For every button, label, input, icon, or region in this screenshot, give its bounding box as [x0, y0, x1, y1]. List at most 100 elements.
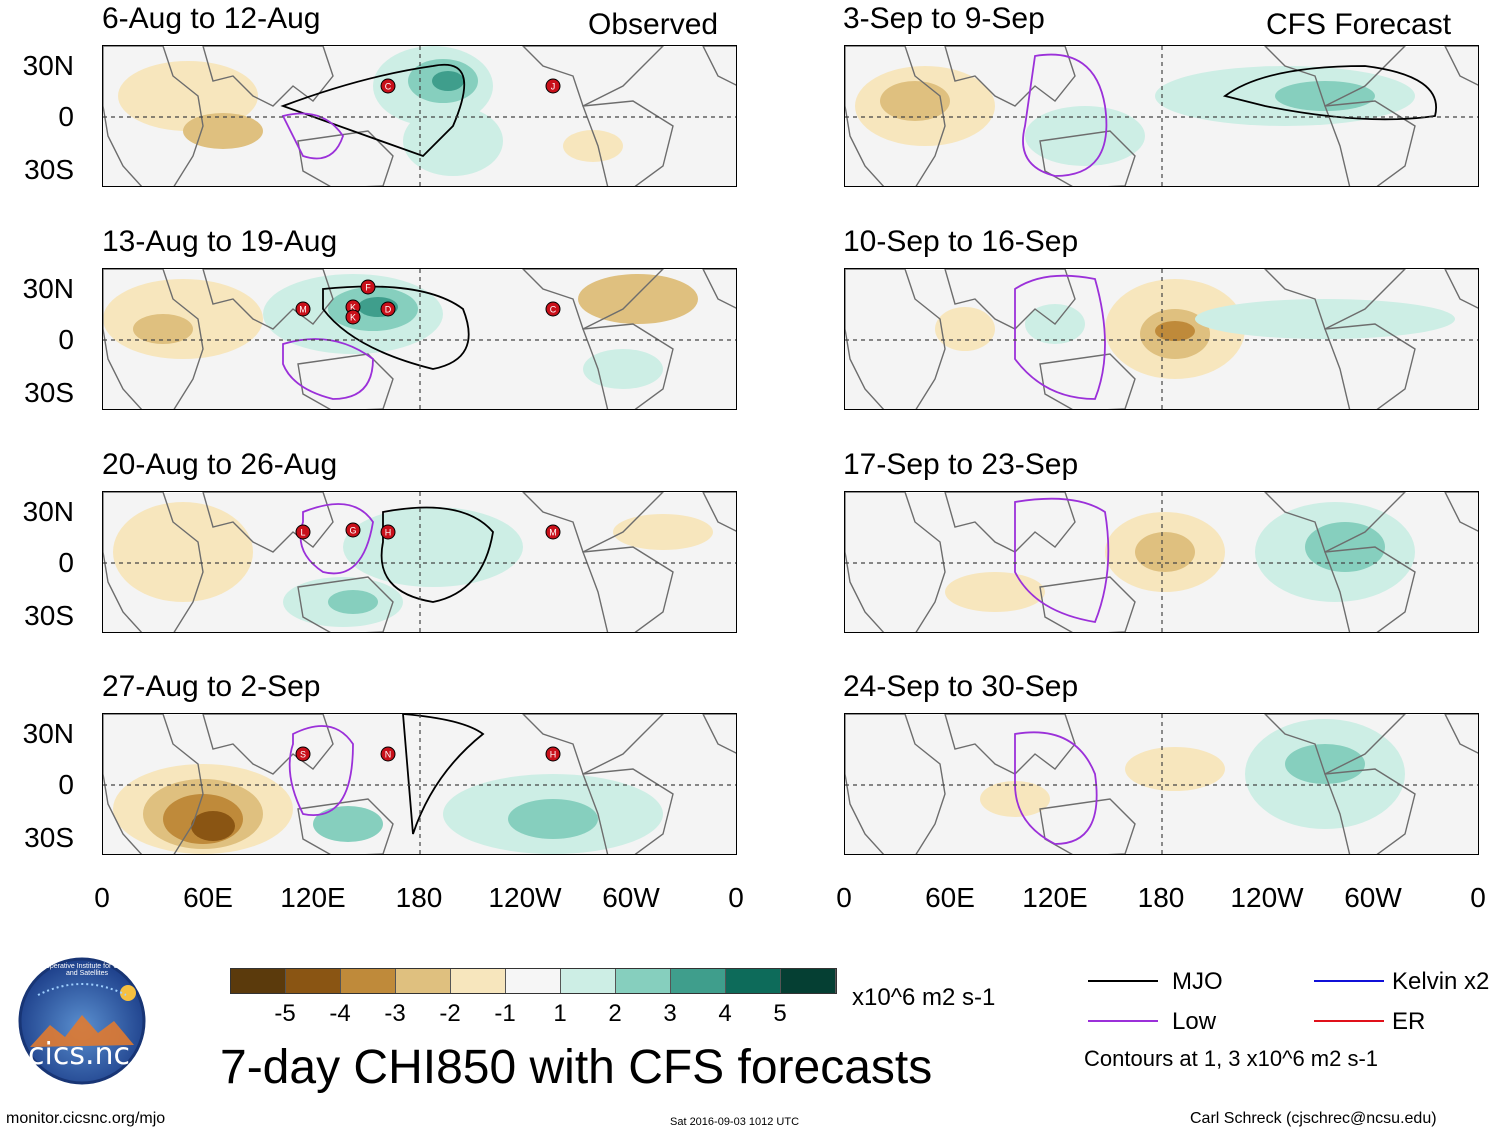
- storm-marker: H: [545, 746, 561, 762]
- anomaly-region: [1125, 747, 1225, 791]
- storm-letter: H: [385, 528, 392, 538]
- legend-label-er: ER: [1392, 1008, 1426, 1035]
- mjo-contour: [322, 285, 470, 370]
- map-svg: [845, 269, 1478, 409]
- x-tick-label: 60W: [602, 882, 660, 913]
- x-tick-label: 120E: [280, 882, 346, 913]
- map-svg: [845, 492, 1478, 632]
- coastline: [202, 492, 334, 553]
- storm-letter: N: [385, 750, 392, 760]
- coastline: [1324, 100, 1416, 186]
- storm-letter: H: [550, 750, 557, 760]
- storm-marker: J: [545, 78, 561, 94]
- colorbar-swatch: [286, 969, 341, 993]
- map-panel: [844, 713, 1479, 855]
- coastline: [702, 714, 736, 754]
- legend: MJO Low Kelvin x2 ER: [1088, 968, 1498, 1058]
- y-tick-label: 30S: [24, 822, 74, 853]
- panel-title: 10-Sep to 16-Sep: [843, 225, 1079, 258]
- mjo-contour: [280, 63, 466, 158]
- y-tick-label: 30N: [22, 50, 74, 81]
- coastline: [1039, 798, 1136, 854]
- coastline: [944, 269, 1076, 330]
- colorbar-swatch: [561, 969, 616, 993]
- panel-title: 17-Sep to 23-Sep: [843, 448, 1079, 481]
- colorbar: [230, 968, 837, 994]
- x-tick-label: 120W: [1230, 882, 1304, 913]
- x-tick-label: 120W: [488, 882, 562, 913]
- legend-swatch-low: [1088, 1020, 1158, 1022]
- colorbar-ticks: -5 -4 -3 -2 -1 1 2 3 4 5: [230, 1000, 835, 1030]
- y-tick-label: 0: [58, 547, 74, 578]
- colorbar-swatch: [396, 969, 451, 993]
- anomaly-region: [613, 514, 713, 550]
- coastline: [1039, 576, 1136, 632]
- anomaly-region: [328, 590, 378, 614]
- x-tick-label: 0: [836, 882, 852, 913]
- anomaly-region: [1025, 106, 1145, 166]
- x-tick-label: 60W: [1344, 882, 1402, 913]
- anomaly-region: [880, 81, 950, 121]
- coastline: [202, 46, 334, 107]
- storm-marker: G: [345, 522, 361, 538]
- coastline: [702, 46, 736, 86]
- footer-author: Carl Schreck (cjschrec@ncsu.edu): [1190, 1110, 1437, 1127]
- coastline: [522, 714, 664, 775]
- anomaly-region: [432, 71, 464, 91]
- storm-letter: L: [300, 528, 305, 538]
- colorbar-tick-label: 2: [608, 1000, 622, 1027]
- y-tick-label: 0: [58, 101, 74, 132]
- coastline: [582, 546, 674, 632]
- coastline: [1444, 269, 1478, 309]
- low-contour: [1014, 731, 1098, 845]
- storm-marker: L: [295, 524, 311, 540]
- colorbar-tick-label: -2: [439, 1000, 461, 1027]
- storm-letter: M: [299, 305, 307, 315]
- storm-letter: J: [551, 82, 556, 92]
- colorbar-swatch: [506, 969, 561, 993]
- x-tick-label: 0: [1470, 882, 1486, 913]
- panel-title: 20-Aug to 26-Aug: [102, 448, 338, 481]
- x-tick-label: 60E: [183, 882, 233, 913]
- anomaly-region: [563, 130, 623, 162]
- coastline: [103, 46, 204, 186]
- anomaly-region: [980, 781, 1050, 817]
- storm-marker: C: [545, 301, 561, 317]
- y-tick-label: 30S: [24, 154, 74, 185]
- low-contour: [281, 112, 344, 160]
- coastline: [1324, 768, 1416, 854]
- panel-title: 13-Aug to 19-Aug: [102, 225, 338, 258]
- storm-letter: K: [350, 303, 356, 313]
- low-contour: [1022, 53, 1108, 177]
- coastline: [702, 492, 736, 532]
- mjo-contour: [1222, 65, 1437, 121]
- x-tick-label: 0: [728, 882, 744, 913]
- x-tick-label: 180: [1137, 882, 1185, 913]
- anomaly-region: [1285, 744, 1365, 784]
- map-svg: [845, 46, 1478, 186]
- low-contour: [299, 503, 374, 575]
- coastline: [202, 269, 334, 330]
- footer-url: monitor.cicsnc.org/mjo: [6, 1110, 166, 1127]
- colorbar-swatch: [616, 969, 671, 993]
- storm-letter: M: [549, 528, 557, 538]
- storm-letter: D: [385, 305, 392, 315]
- y-tick-label: 30N: [22, 273, 74, 304]
- anomaly-region: [183, 113, 263, 149]
- map-panel: [844, 268, 1479, 410]
- storm-letter: F: [365, 283, 371, 293]
- coastline: [944, 714, 1076, 775]
- legend-label-mjo: MJO: [1172, 968, 1223, 995]
- map-svg: N HS: [103, 714, 736, 854]
- colorbar-tick-label: -1: [494, 1000, 516, 1027]
- map-svg: H ML G: [103, 492, 736, 632]
- storm-marker: N: [380, 746, 396, 762]
- colorbar-tick-label: -3: [384, 1000, 406, 1027]
- storm-marker: C: [380, 78, 396, 94]
- coastline: [1324, 546, 1416, 632]
- storm-marker: S: [295, 746, 311, 762]
- mjo-contour: [380, 506, 494, 603]
